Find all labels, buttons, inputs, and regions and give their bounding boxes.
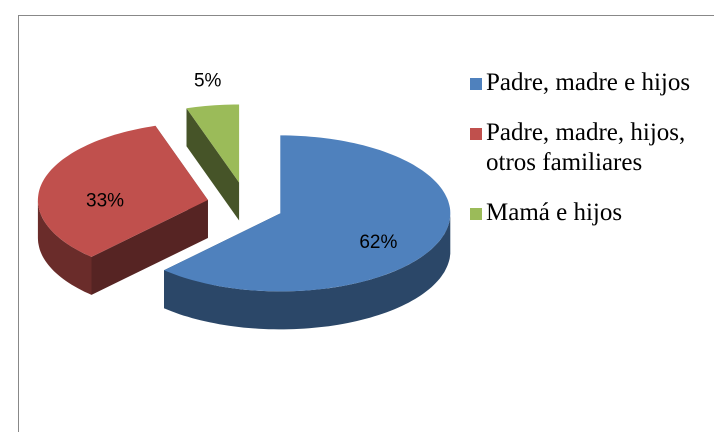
slice: [164, 135, 451, 292]
data-label: 62%: [359, 232, 397, 253]
slice-side: [164, 213, 451, 330]
legend-label: Padre, madre e hijos: [486, 69, 691, 96]
legend-item: Mamá e hijos: [470, 198, 695, 228]
slice-side: [37, 200, 92, 295]
legend-swatch: [470, 78, 482, 90]
slice-wall: [186, 108, 240, 221]
legend-item: Padre, madre e hijos: [470, 68, 695, 98]
chart-frame: [18, 15, 714, 432]
legend-swatch: [470, 128, 482, 140]
slice: [37, 125, 208, 257]
data-label: 33%: [86, 190, 124, 211]
slice: [186, 104, 240, 183]
legend-label: Padre, madre, hijos, otros familiares: [486, 119, 686, 176]
slice-wall: [91, 200, 208, 295]
legend-label: Mamá e hijos: [486, 199, 623, 226]
legend-swatch: [470, 208, 482, 220]
data-label: 5%: [194, 71, 222, 92]
legend-item: Padre, madre, hijos, otros familiares: [470, 118, 695, 178]
legend: Padre, madre e hijos Padre, madre, hijos,…: [470, 68, 695, 248]
